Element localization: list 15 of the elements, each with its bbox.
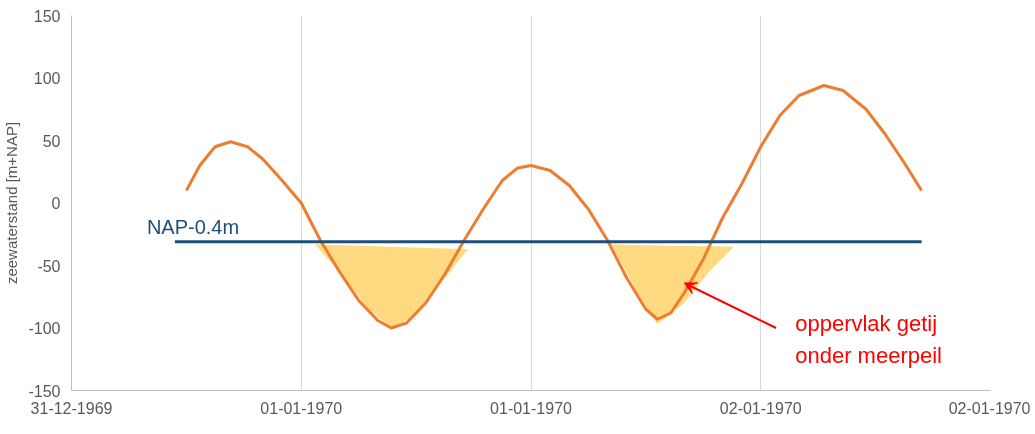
y-tick-label: 0 (51, 195, 61, 212)
y-tick-label: 150 (33, 7, 61, 25)
annotation: oppervlak getij onder meerpeil (795, 310, 942, 368)
y-tick-label: -150 (28, 382, 61, 400)
y-tick-label: -100 (28, 320, 61, 337)
series-label: NAP-0.4m (146, 215, 240, 238)
x-tick-label: 01-01-1970 (260, 399, 343, 417)
y-axis-title: zeewaterstand [m+NAP] (3, 121, 21, 285)
x-tick-label: 31-12-1969 (30, 399, 113, 417)
y-tick-label: 100 (33, 70, 61, 87)
x-tick-label: 01-01-1970 (490, 399, 573, 417)
y-tick-label: 50 (42, 132, 61, 150)
x-tick-label: 02-01-1970 (948, 399, 1031, 417)
y-tick-label: -50 (37, 257, 61, 275)
x-tick-label: 02-01-1970 (719, 399, 802, 417)
